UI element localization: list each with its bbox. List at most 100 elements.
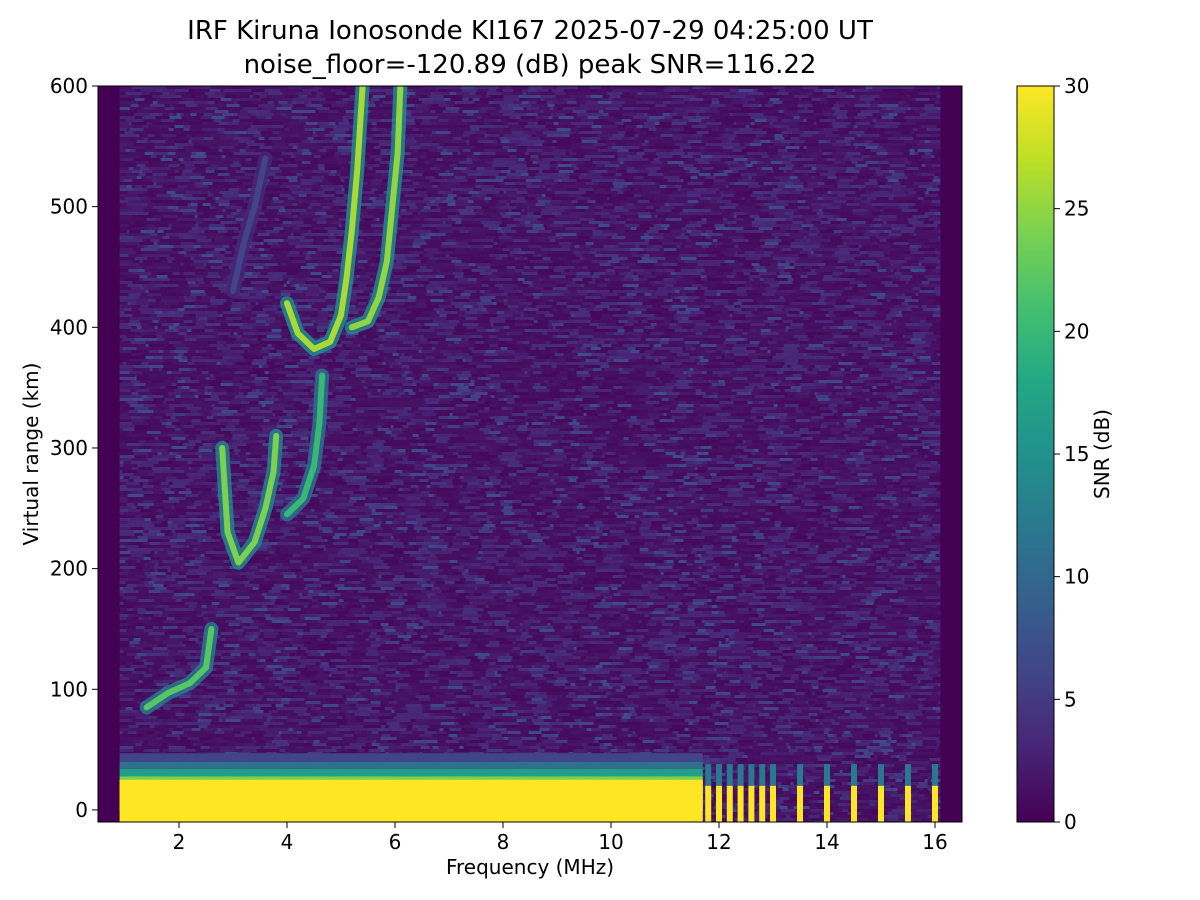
noise-cell	[474, 182, 484, 185]
noise-cell	[283, 125, 298, 128]
noise-cell	[851, 221, 866, 224]
noise-cell	[527, 188, 534, 191]
noise-cell	[592, 92, 607, 95]
noise-cell	[499, 104, 508, 107]
noise-cell	[672, 134, 681, 137]
noise-cell	[747, 254, 763, 257]
noise-cell	[690, 251, 694, 254]
noise-cell	[524, 209, 539, 212]
noise-cell	[490, 242, 494, 245]
noise-cell	[317, 248, 334, 251]
noise-cell	[225, 209, 237, 212]
noise-cell	[638, 215, 652, 218]
noise-cell	[898, 206, 909, 209]
noise-cell	[761, 161, 765, 164]
noise-cell	[639, 197, 646, 200]
noise-cell	[512, 239, 529, 242]
noise-cell	[582, 89, 590, 92]
noise-cell	[580, 221, 589, 224]
noise-cell	[251, 158, 255, 161]
noise-cell	[659, 119, 673, 122]
noise-cell	[671, 233, 681, 236]
noise-cell	[639, 224, 650, 227]
noise-cell	[626, 203, 634, 206]
noise-cell	[841, 146, 855, 149]
noise-cell	[636, 131, 647, 134]
noise-cell	[799, 116, 816, 119]
noise-cell	[291, 101, 297, 104]
noise-cell	[131, 110, 138, 113]
noise-cell	[741, 197, 745, 200]
noise-cell	[544, 227, 554, 230]
noise-cell	[289, 119, 299, 122]
noise-cell	[495, 107, 502, 110]
noise-cell	[427, 128, 441, 131]
noise-cell	[162, 191, 167, 194]
noise-cell	[928, 170, 940, 173]
noise-cell	[581, 224, 595, 227]
noise-cell	[841, 122, 851, 125]
noise-cell	[139, 215, 153, 218]
noise-cell	[437, 116, 441, 119]
noise-cell	[522, 92, 527, 95]
noise-cell	[440, 197, 447, 200]
noise-cell	[244, 170, 250, 173]
noise-cell	[411, 110, 424, 113]
noise-cell	[348, 119, 354, 122]
noise-cell	[699, 239, 713, 242]
noise-cell	[553, 86, 557, 89]
noise-cell	[452, 137, 462, 140]
noise-cell	[126, 227, 132, 230]
noise-cell	[319, 125, 333, 128]
noise-cell	[170, 101, 179, 104]
noise-cell	[323, 239, 338, 242]
noise-cell	[774, 152, 778, 155]
noise-cell	[629, 248, 644, 251]
noise-cell	[816, 212, 824, 215]
noise-cell	[322, 206, 330, 209]
noise-cell	[166, 86, 181, 89]
noise-cell	[429, 200, 436, 203]
noise-cell	[285, 95, 294, 98]
noise-cell	[524, 221, 531, 224]
noise-cell	[781, 188, 796, 191]
noise-cell	[418, 128, 428, 131]
noise-cell	[719, 101, 731, 104]
noise-cell	[858, 188, 862, 191]
noise-cell	[542, 170, 559, 173]
noise-cell	[320, 155, 334, 158]
noise-cell	[925, 191, 929, 194]
noise-cell	[367, 170, 376, 173]
noise-cell	[342, 89, 349, 92]
noise-cell	[683, 161, 687, 164]
noise-cell	[334, 143, 347, 146]
noise-cell	[808, 233, 818, 236]
noise-cell	[576, 233, 581, 236]
noise-cell	[939, 92, 941, 95]
noise-cell	[421, 224, 438, 227]
noise-cell	[886, 239, 900, 242]
noise-cell	[561, 233, 577, 236]
noise-cell	[738, 161, 744, 164]
noise-cell	[840, 215, 856, 218]
noise-cell	[592, 167, 598, 170]
noise-cell	[145, 158, 161, 161]
noise-cell	[323, 92, 336, 95]
noise-cell	[872, 212, 882, 215]
noise-cell	[859, 215, 864, 218]
noise-cell	[276, 107, 292, 110]
noise-cell	[660, 191, 672, 194]
noise-cell	[935, 131, 941, 134]
noise-cell	[788, 215, 803, 218]
noise-cell	[196, 248, 206, 251]
noise-cell	[810, 251, 814, 254]
noise-cell	[860, 254, 869, 257]
noise-cell	[224, 254, 237, 257]
noise-cell	[910, 161, 916, 164]
noise-cell	[700, 128, 712, 131]
noise-cell	[353, 233, 368, 236]
noise-cell	[718, 125, 733, 128]
noise-cell	[764, 89, 779, 92]
noise-cell	[369, 206, 376, 209]
noise-cell	[911, 197, 918, 200]
